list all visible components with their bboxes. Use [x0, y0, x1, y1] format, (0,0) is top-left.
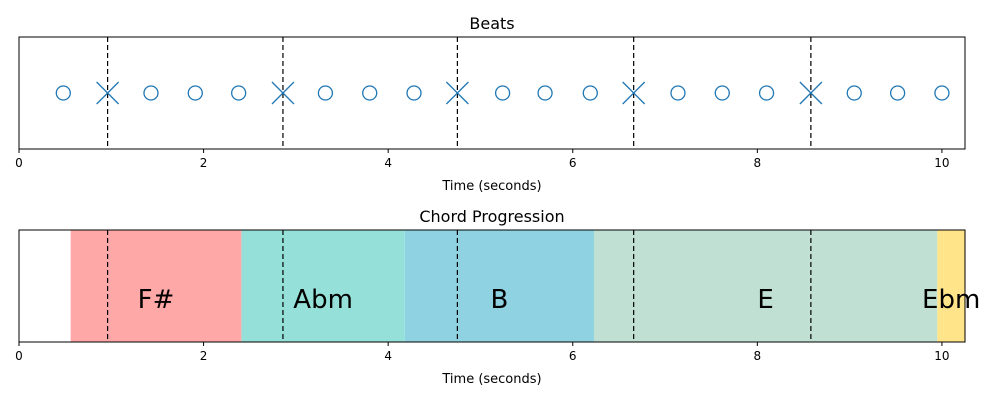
chords-x-axis: 0 2 4 6 8 10 — [15, 342, 950, 363]
x-tick-label: 6 — [569, 156, 577, 170]
chord-segment — [70, 230, 242, 342]
x-tick-label: 10 — [934, 349, 949, 363]
beat-marker — [55, 85, 71, 101]
chords-title: Chord Progression — [419, 207, 564, 226]
beats-panel: Beats 0 2 4 6 8 10 Time (seconds) — [15, 14, 966, 194]
chord-label: E — [757, 285, 773, 315]
x-tick-label: 4 — [384, 156, 392, 170]
downbeat-marker — [271, 81, 295, 105]
beat-marker — [758, 85, 775, 101]
downbeat-marker — [96, 81, 120, 105]
x-tick-label: 6 — [569, 349, 577, 363]
chord-segment — [593, 230, 938, 342]
x-tick-label: 8 — [754, 349, 762, 363]
beat-marker — [187, 85, 203, 101]
chord-segment — [937, 230, 965, 342]
beat-marker — [582, 85, 598, 101]
beat-marker — [889, 85, 906, 101]
x-tick-label: 4 — [384, 349, 392, 363]
beat-marker — [231, 85, 247, 101]
chords-axes-frame — [18, 229, 966, 343]
x-tick-label: 8 — [754, 156, 762, 170]
beats-x-axis: 0 2 4 6 8 10 — [15, 149, 950, 170]
chord-label: Abm — [293, 285, 353, 315]
beat-marker — [846, 85, 862, 101]
beat-marker — [714, 85, 730, 101]
downbeat-marker — [622, 81, 646, 105]
beat-marker — [537, 85, 553, 101]
chord-label: Ebm — [922, 285, 980, 315]
x-tick-label: 0 — [15, 156, 23, 170]
x-tick-label: 2 — [200, 156, 208, 170]
beats-plot-area — [55, 37, 950, 149]
chord-segment — [404, 230, 594, 342]
beat-marker — [406, 85, 422, 101]
beat-marker — [494, 85, 511, 101]
x-tick-label: 0 — [15, 349, 23, 363]
beats-title: Beats — [469, 14, 514, 33]
chord-label: B — [490, 285, 508, 315]
beat-marker — [143, 85, 159, 101]
chords-plot-area: F# Abm B E Ebm — [70, 230, 980, 342]
downbeat-marker — [799, 81, 823, 105]
beats-axes-frame — [18, 36, 966, 150]
beat-marker — [362, 85, 378, 101]
chords-x-axis-label: Time (seconds) — [441, 372, 541, 387]
beat-marker — [670, 85, 686, 101]
beat-marker — [934, 85, 950, 101]
chord-segment — [241, 230, 405, 342]
beat-marker — [317, 85, 334, 101]
beats-x-axis-label: Time (seconds) — [441, 179, 541, 194]
chord-label: F# — [138, 285, 175, 315]
chords-panel: Chord Progression F# Abm B E Ebm 0 2 4 6 8 10 Tim… — [15, 207, 980, 387]
x-tick-label: 2 — [200, 349, 208, 363]
x-tick-label: 10 — [934, 156, 949, 170]
downbeat-marker — [445, 81, 469, 105]
